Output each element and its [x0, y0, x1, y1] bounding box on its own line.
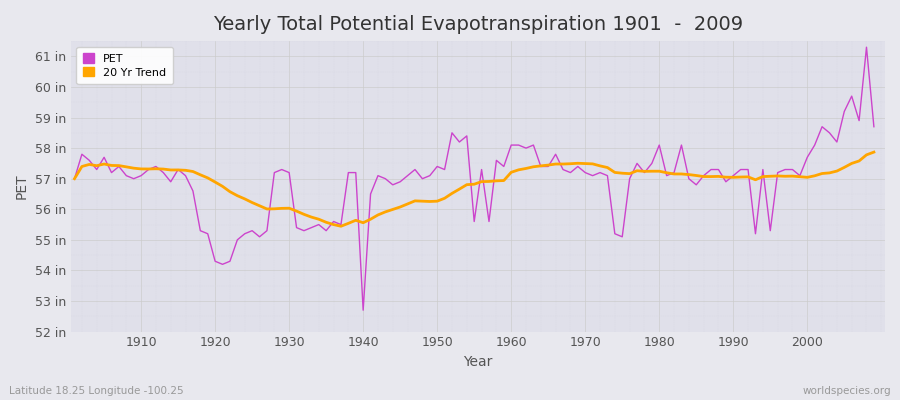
PET	[358, 308, 369, 312]
PET	[861, 45, 872, 50]
PET	[506, 143, 517, 148]
20 Yr Trend	[343, 221, 354, 226]
Y-axis label: PET: PET	[15, 174, 29, 199]
20 Yr Trend	[291, 209, 302, 214]
PET	[129, 176, 140, 181]
Text: Latitude 18.25 Longitude -100.25: Latitude 18.25 Longitude -100.25	[9, 386, 184, 396]
20 Yr Trend	[602, 165, 613, 170]
PET	[291, 225, 302, 230]
Line: 20 Yr Trend: 20 Yr Trend	[75, 152, 874, 226]
Legend: PET, 20 Yr Trend: PET, 20 Yr Trend	[76, 47, 173, 84]
PET	[868, 124, 879, 129]
20 Yr Trend	[129, 166, 140, 170]
20 Yr Trend	[336, 224, 346, 229]
PET	[513, 143, 524, 148]
Title: Yearly Total Potential Evapotranspiration 1901  -  2009: Yearly Total Potential Evapotranspiratio…	[212, 15, 743, 34]
PET	[336, 222, 346, 227]
20 Yr Trend	[69, 176, 80, 181]
X-axis label: Year: Year	[464, 355, 492, 369]
Text: worldspecies.org: worldspecies.org	[803, 386, 891, 396]
20 Yr Trend	[506, 170, 517, 175]
20 Yr Trend	[868, 150, 879, 154]
Line: PET: PET	[75, 47, 874, 310]
PET	[602, 173, 613, 178]
PET	[69, 176, 80, 181]
20 Yr Trend	[513, 168, 524, 172]
